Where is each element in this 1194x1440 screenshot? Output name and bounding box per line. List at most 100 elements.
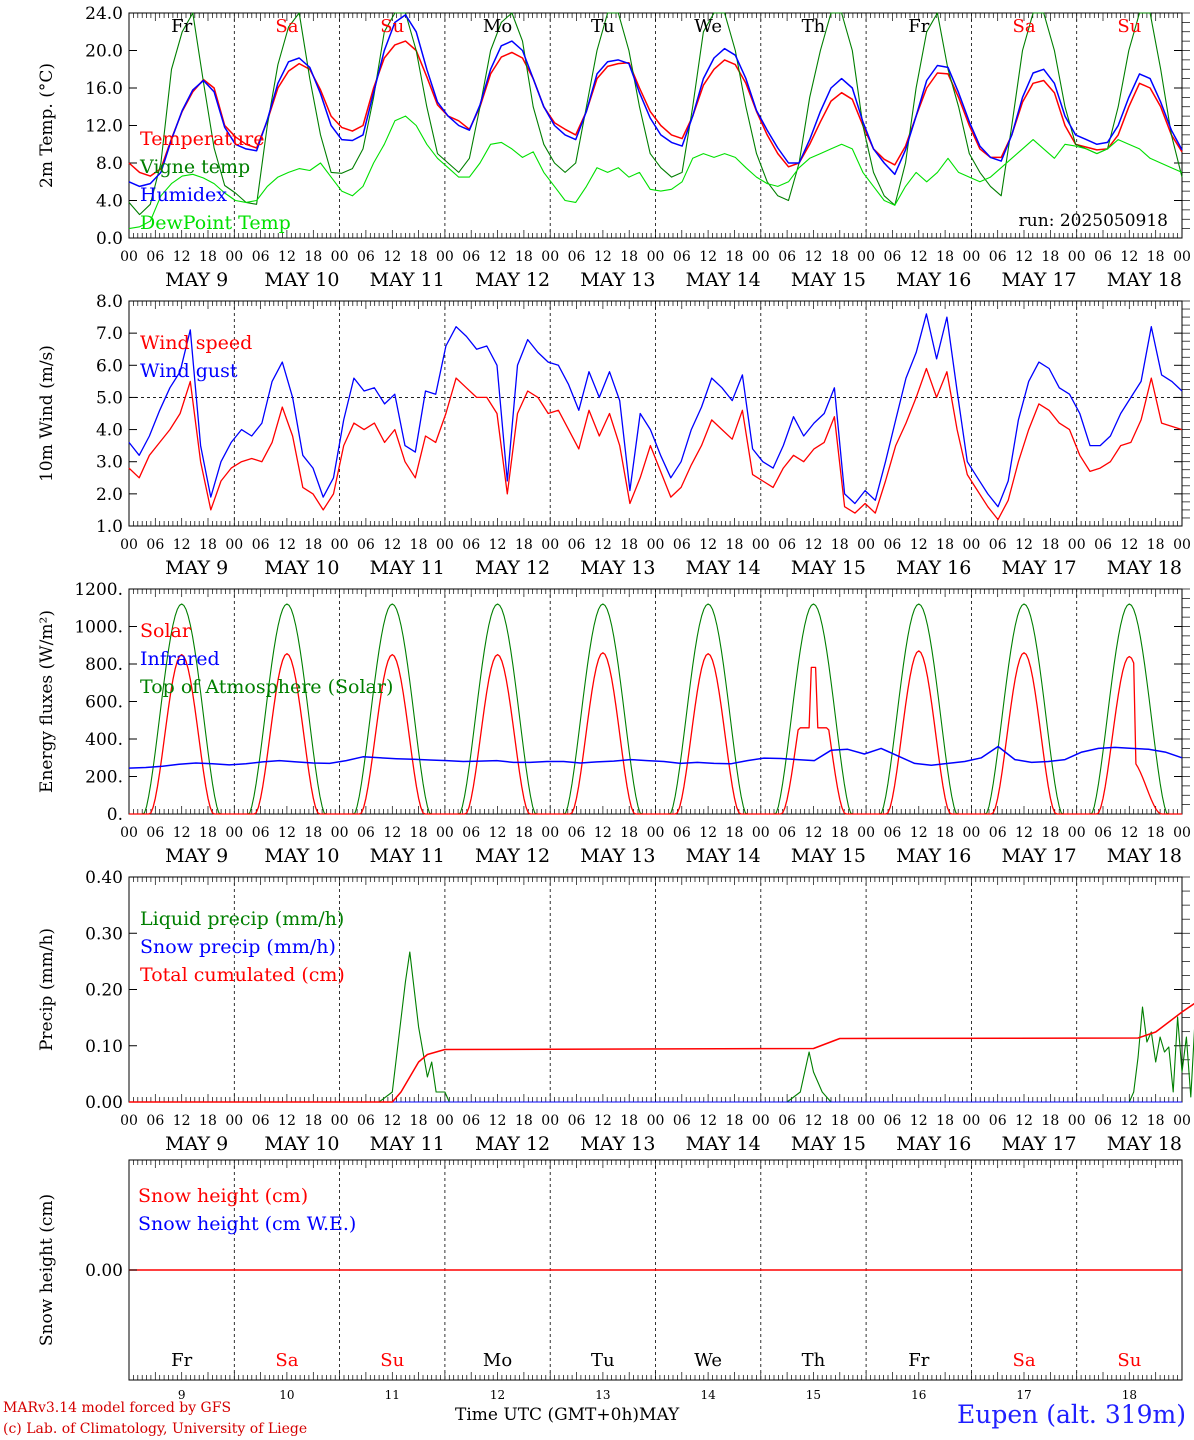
hour-tick-label: 18 [1041,249,1059,265]
hour-tick-label: 18 [1147,537,1165,553]
hour-tick-label: 12 [594,249,612,265]
y-tick-label: 400. [85,730,123,750]
hour-tick-label: 06 [989,825,1007,841]
y-tick-label: 16.0 [85,79,123,99]
hour-tick-label: 12 [489,825,507,841]
hour-tick-label: 12 [278,1113,296,1129]
hour-tick-label: 06 [357,537,375,553]
hour-tick-label: 12 [173,1113,191,1129]
y-tick-label: 0. [107,805,123,825]
y-tick-label: 7.0 [96,324,123,344]
hour-tick-label: 00 [962,825,980,841]
weekday-label: Su [380,1350,404,1371]
hour-tick-label: 12 [1015,537,1033,553]
y-tick-label: 0.20 [85,981,123,1001]
hour-tick-label: 00 [647,825,665,841]
hour-tick-label: 18 [620,249,638,265]
y-tick-label: 200. [85,768,123,788]
hour-tick-label: 18 [410,537,428,553]
hour-tick-label: 00 [647,1113,665,1129]
y-axis-label: Snow height (cm) [37,1194,57,1346]
day-label: MAY 17 [1001,845,1076,867]
lab-credit: (c) Lab. of Climatology, University of L… [3,1421,308,1437]
weekday-label: Sa [1013,16,1036,37]
day-number: 17 [1016,1388,1031,1402]
day-label: MAY 11 [370,1133,445,1155]
legend-entry: Solar [140,620,192,642]
hour-tick-label: 00 [120,825,138,841]
day-label: MAY 15 [791,557,866,579]
day-label: MAY 12 [475,269,550,291]
hour-tick-label: 00 [541,249,559,265]
day-label: MAY 17 [1001,269,1076,291]
hour-tick-label: 06 [568,249,586,265]
y-tick-label: 800. [85,655,123,675]
y-tick-label: 1000. [74,618,123,638]
hour-tick-label: 06 [252,825,270,841]
day-label: MAY 18 [1107,557,1182,579]
y-tick-label: 0.30 [85,924,123,944]
hour-tick-label: 18 [515,537,533,553]
day-label: MAY 9 [165,1133,228,1155]
hour-tick-label: 00 [331,825,349,841]
hour-tick-label: 18 [620,1113,638,1129]
weekday-label: Fr [171,1350,192,1371]
plot-frame [128,300,1183,527]
day-number: 10 [279,1388,294,1402]
hour-tick-label: 12 [1015,1113,1033,1129]
weekday-label: Th [802,1350,826,1371]
model-credit: MARv3.14 model forced by GFS [3,1400,232,1416]
hour-tick-label: 00 [857,1113,875,1129]
day-label: MAY 11 [370,269,445,291]
legend-entry: Snow precip (mm/h) [140,936,336,958]
hour-tick-label: 12 [383,537,401,553]
day-label: MAY 14 [686,557,761,579]
hour-tick-label: 12 [278,249,296,265]
time-axis-caption: Time UTC (GMT+0h)MAY [455,1405,679,1425]
time-axis-month: MAY [639,1405,680,1425]
y-tick-label: 0.00 [85,1261,123,1281]
legend-entry: Wind gust [140,360,238,382]
time-axis-label: Time UTC (GMT+0h) [455,1405,640,1425]
hour-tick-label: 06 [673,537,691,553]
day-number: 12 [490,1388,505,1402]
day-label: MAY 11 [370,557,445,579]
hour-tick-label: 12 [489,249,507,265]
hour-tick-label: 12 [489,537,507,553]
weekday-label: Fr [908,1350,929,1371]
hour-tick-label: 06 [884,1113,902,1129]
hour-tick-label: 00 [1068,537,1086,553]
hour-tick-label: 06 [568,1113,586,1129]
hour-tick-label: 18 [1041,825,1059,841]
y-tick-label: 3.0 [96,453,123,473]
day-label: MAY 16 [896,557,971,579]
day-number: 18 [1122,1388,1137,1402]
hour-tick-label: 18 [831,1113,849,1129]
snow-panel: 0.00 Snow height (cm) Fr 9 Sa 10 Su 11 Mo 12 Tu 13 W… [37,1159,1183,1402]
hour-tick-label: 00 [436,1113,454,1129]
day-number: 13 [595,1388,610,1402]
hour-tick-label: 06 [146,249,164,265]
hour-tick-label: 18 [726,825,744,841]
hour-tick-label: 18 [726,1113,744,1129]
day-label: MAY 10 [264,845,339,867]
hour-tick-label: 00 [752,537,770,553]
y-tick-label: 2.0 [96,485,123,505]
y-axis-label: Energy fluxes (W/m²) [37,610,57,793]
legend-entry: Humidex [140,184,227,206]
hour-tick-label: 06 [778,1113,796,1129]
hour-tick-label: 18 [410,249,428,265]
weekday-label: Mo [483,16,512,37]
hour-tick-label: 12 [805,1113,823,1129]
legend-entry: Snow height (cm W.E.) [138,1213,356,1235]
hour-tick-label: 00 [541,825,559,841]
day-label: MAY 12 [475,1133,550,1155]
hour-tick-label: 00 [1173,537,1191,553]
day-label: MAY 10 [264,269,339,291]
hour-tick-label: 00 [1068,825,1086,841]
hour-tick-label: 00 [962,1113,980,1129]
y-tick-label: 5.0 [96,388,123,408]
y-tick-label: 0.10 [85,1037,123,1057]
series-dewpoint-temp [128,115,1183,230]
hour-tick-label: 12 [594,1113,612,1129]
